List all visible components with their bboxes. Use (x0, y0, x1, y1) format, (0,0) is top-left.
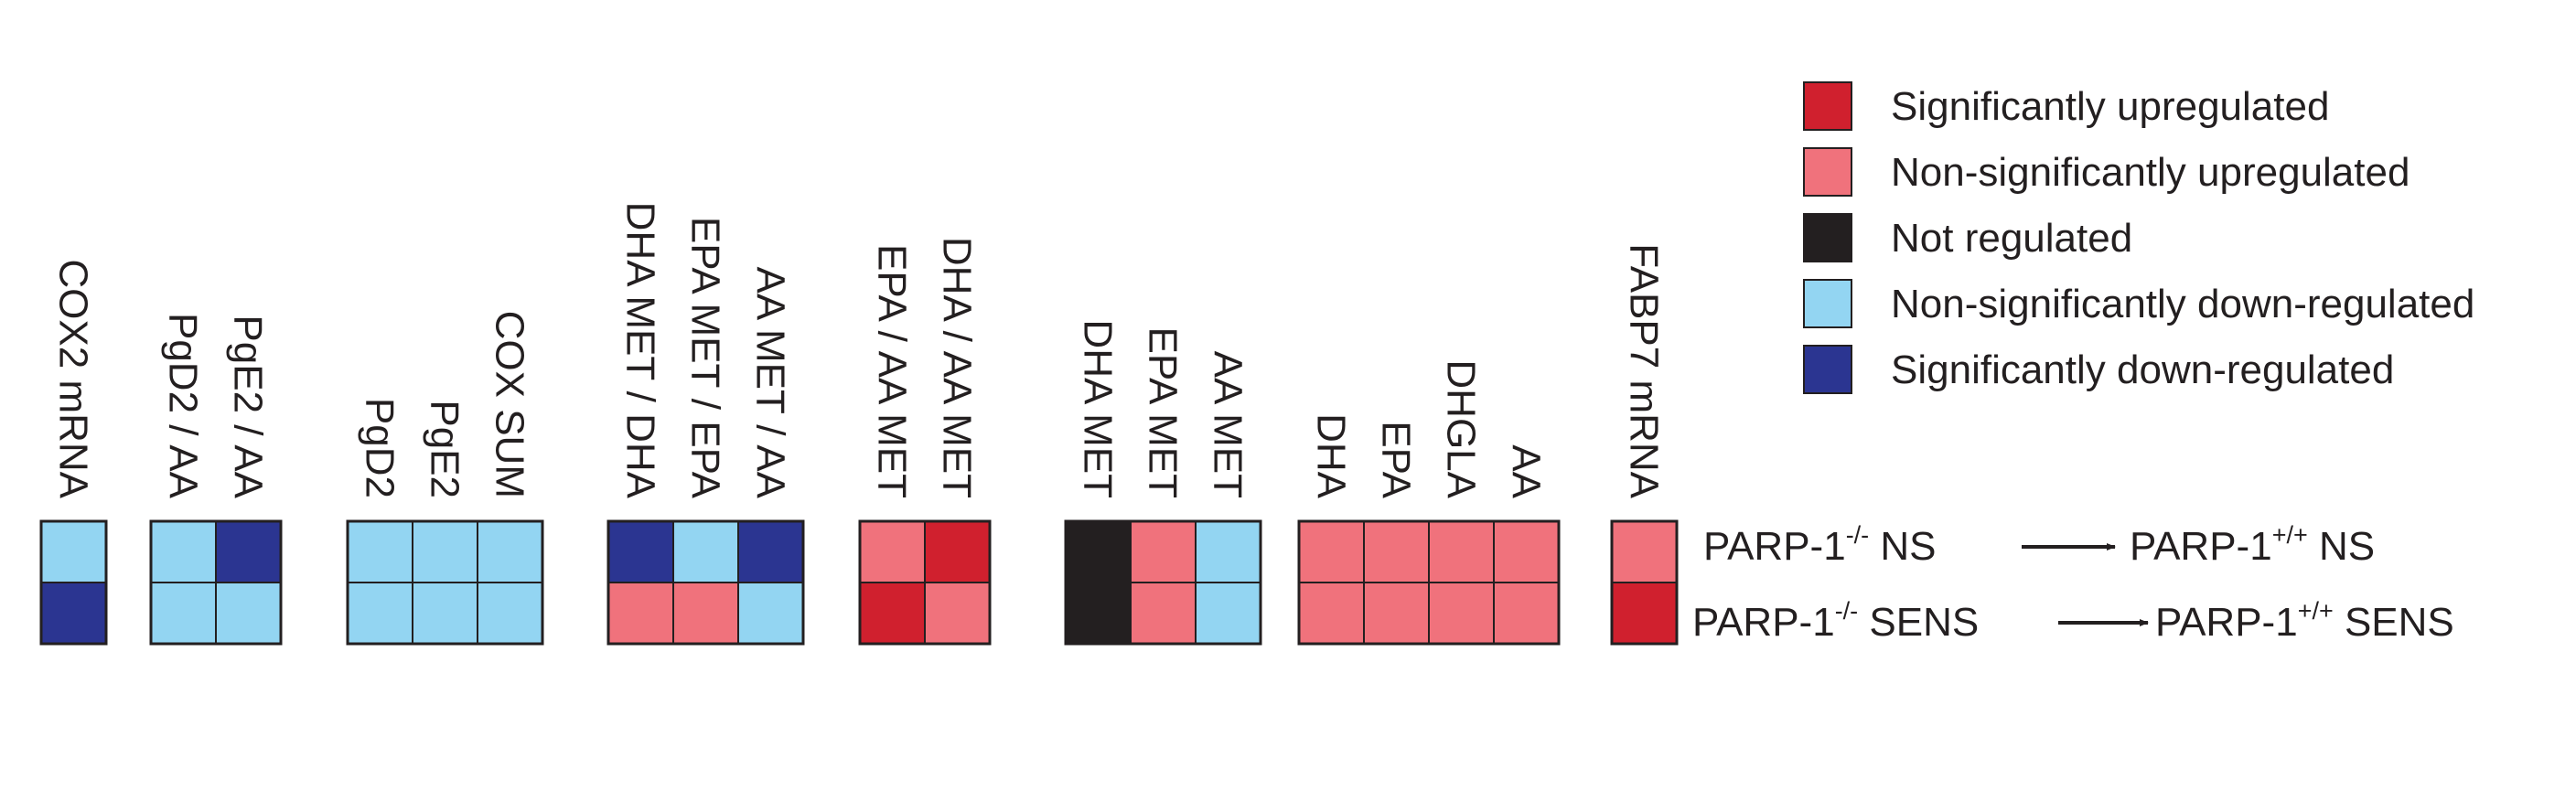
row-label-rest: SENS (2334, 600, 2454, 645)
column-label: DHA MET / DHA (618, 202, 663, 499)
heatmap-group-frame (858, 519, 992, 646)
column-label: EPA MET / EPA (683, 217, 728, 499)
legend-label: Significantly down-regulated (1891, 347, 2394, 392)
column-labels: COX2 mRNA PgD2 / AA PgE2 / AA PgD2 PgE2 COX S… (51, 202, 1667, 499)
heatmap-cell (477, 520, 543, 583)
row-label: PARP-1+/+ SENS (2155, 597, 2454, 645)
legend-swatch (1803, 345, 1852, 394)
row-label-main: PARP-1 (2155, 600, 2298, 645)
heatmap-cell (737, 582, 804, 645)
heatmap-cell (1195, 520, 1261, 583)
column-label: FABP7 mRNA (1622, 243, 1667, 498)
row-label-superscript: +/+ (2298, 597, 2334, 625)
heatmap-cell (1493, 582, 1560, 645)
column-label: DHA MET (1076, 319, 1121, 498)
heatmap-cell (150, 520, 217, 583)
row-label-main: PARP-1 (1703, 524, 1846, 569)
heatmap-group-frame (606, 519, 805, 646)
heatmap-cell (1195, 582, 1261, 645)
heatmap-cell (1298, 520, 1365, 583)
row-label-rest: NS (1869, 524, 1936, 569)
heatmap-group-frame (1610, 519, 1679, 646)
row-label-rest: SENS (1858, 600, 1979, 645)
legend: Significantly upregulated Non-significant… (1803, 81, 2474, 394)
row-label-superscript: -/- (1835, 597, 1858, 625)
column-label: COX2 mRNA (51, 259, 96, 498)
row-label-rest: NS (2308, 524, 2375, 569)
heatmap-cell (215, 520, 282, 583)
heatmap-cell (924, 520, 991, 583)
heatmap-cell (607, 582, 674, 645)
heatmap-group-frame (346, 519, 544, 646)
column-label: COX SUM (488, 311, 532, 498)
heatmap-group-frame (39, 519, 108, 646)
heatmap-cell (1428, 520, 1495, 583)
heatmap-cell (859, 582, 926, 645)
heatmap-cell (1065, 520, 1132, 583)
legend-swatch (1803, 147, 1852, 197)
heatmap-cell (1363, 520, 1430, 583)
heatmap-cell (737, 520, 804, 583)
row-label-superscript: -/- (1846, 521, 1869, 549)
heatmap-cell (40, 520, 107, 583)
row-label-main: PARP-1 (2130, 524, 2272, 569)
heatmap-cell (347, 520, 413, 583)
row-label-superscript: +/+ (2272, 521, 2308, 549)
column-label: DHA / AA MET (935, 237, 980, 498)
heatmap-cell (1363, 582, 1430, 645)
heatmap-cell (1065, 582, 1132, 645)
column-label: DHGLA (1439, 359, 1484, 498)
column-label: AA MET / AA (748, 266, 793, 498)
legend-swatch (1803, 213, 1852, 262)
row-label: PARP-1-/- NS (1703, 521, 1937, 569)
column-label: EPA (1374, 421, 1419, 498)
heatmap-cell (477, 582, 543, 645)
heatmap-cell (1298, 582, 1365, 645)
legend-label: Non-significantly down-regulated (1891, 282, 2474, 326)
column-label: AA (1504, 444, 1549, 498)
heatmap-cell (40, 582, 107, 645)
heatmap-cell (1130, 520, 1197, 583)
column-label: PgD2 / AA (161, 313, 206, 499)
heatmap-cell (859, 520, 926, 583)
heatmap-cells (39, 519, 1679, 646)
row-label: PARP-1-/- SENS (1692, 597, 1979, 645)
legend-label: Not regulated (1891, 216, 2132, 261)
heatmap-cell (1428, 582, 1495, 645)
column-label: PgD2 (358, 398, 402, 498)
row-label: PARP-1+/+ NS (2130, 521, 2375, 569)
heatmap-cell (672, 520, 739, 583)
heatmap-cell (1493, 520, 1560, 583)
column-label: DHA (1309, 413, 1354, 499)
heatmap-cell (1611, 520, 1678, 583)
column-label: EPA MET (1141, 327, 1186, 498)
row-label-main: PARP-1 (1692, 600, 1835, 645)
heatmap-cell (924, 582, 991, 645)
heatmap-group-frame (1064, 519, 1262, 646)
heatmap-cell (1611, 582, 1678, 645)
heatmap-cell (1130, 582, 1197, 645)
heatmap-cell (215, 582, 282, 645)
column-label: EPA / AA MET (870, 244, 915, 498)
heatmap-group-frame (1297, 519, 1561, 646)
heatmap-cell (607, 520, 674, 583)
legend-label: Non-significantly upregulated (1891, 150, 2410, 195)
column-label: AA MET (1206, 351, 1250, 498)
heatmap-cell (412, 520, 478, 583)
legend-swatch (1803, 279, 1852, 328)
heatmap-cell (412, 582, 478, 645)
column-label: PgE2 (423, 400, 467, 498)
heatmap-cell (672, 582, 739, 645)
legend-label: Significantly upregulated (1891, 84, 2329, 129)
legend-swatch (1803, 81, 1852, 131)
heatmap-group-frame (149, 519, 283, 646)
heatmap-cell (347, 582, 413, 645)
heatmap-cell (150, 582, 217, 645)
column-label: PgE2 / AA (226, 315, 271, 498)
